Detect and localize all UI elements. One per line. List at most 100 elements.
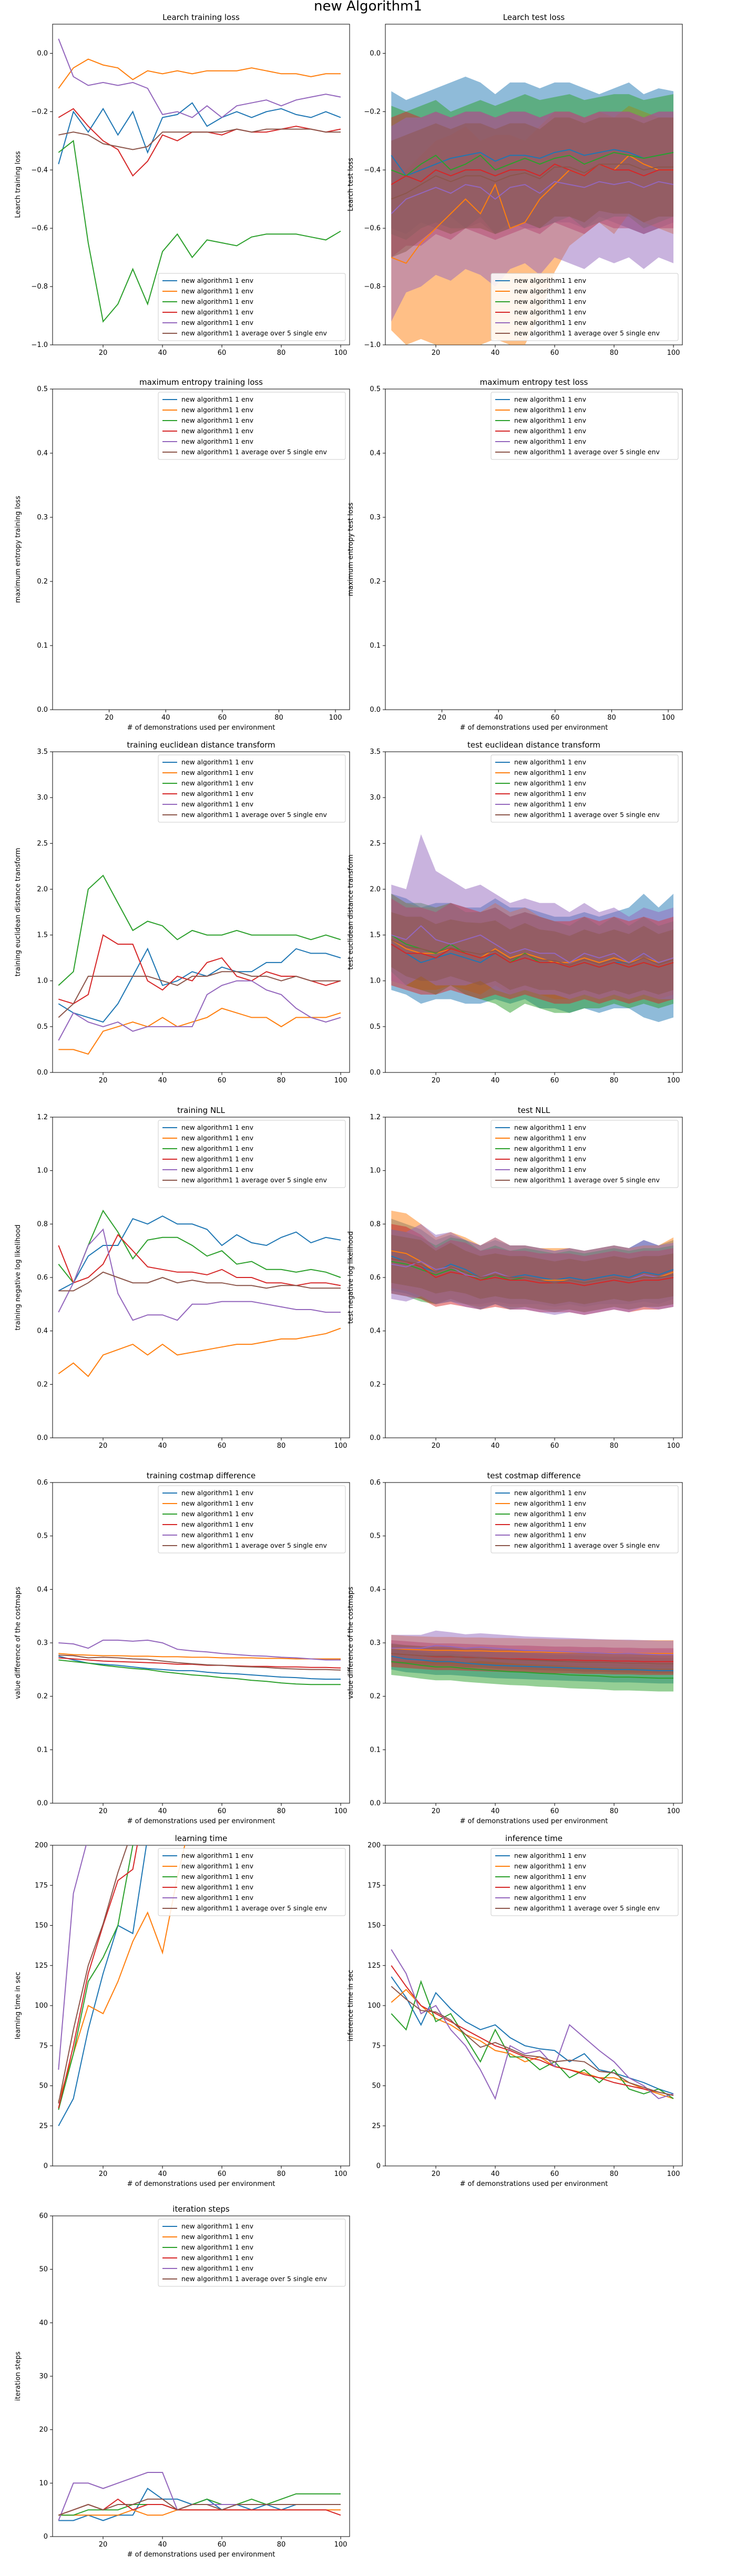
legend-entry: new algorithm1 1 env [181, 1144, 254, 1152]
x-tick-label: 100 [667, 2170, 680, 2178]
subplot-title: test costmap difference [487, 1471, 580, 1480]
y-tick-label: 0.5 [370, 1023, 381, 1031]
x-tick-label: 100 [334, 1442, 347, 1450]
y-tick-label: 0.0 [370, 1800, 381, 1807]
legend: new algorithm1 1 env new algorithm1 1 env… [158, 1848, 346, 1916]
subplot-title: training costmap difference [147, 1471, 255, 1480]
y-tick-label: 50 [372, 2082, 381, 2090]
plot-area [391, 834, 674, 1023]
series-4-line [58, 2498, 341, 2516]
x-tick-label: 60 [218, 1807, 227, 1815]
series-4-line [58, 1845, 138, 2109]
legend-entry: new algorithm1 1 env [514, 319, 587, 326]
y-tick-label: 0.5 [370, 1532, 381, 1540]
y-tick-label: 125 [367, 1962, 381, 1970]
legend-entry: new algorithm1 1 average over 5 single e… [181, 1541, 328, 1549]
series-5-line [58, 1228, 341, 1321]
y-tick-label: −1.0 [31, 341, 48, 349]
x-tick-label: 80 [277, 2170, 286, 2178]
y-tick-label: −0.6 [31, 224, 48, 232]
y-tick-label: 0.0 [37, 49, 48, 57]
y-tick-label: 60 [39, 2212, 48, 2220]
y-tick-label: 0.4 [370, 449, 381, 457]
x-tick-label: 80 [610, 1807, 619, 1815]
x-axis-label: # of demonstrations used per environment [127, 2551, 275, 2559]
x-tick-label: 80 [610, 1077, 619, 1085]
y-axis-label: maximum entropy test loss [347, 503, 355, 596]
y-tick-label: 75 [372, 2042, 381, 2050]
legend-entry: new algorithm1 1 env [514, 790, 587, 798]
x-tick-label: 20 [99, 349, 108, 357]
series-3-line [58, 1845, 134, 2110]
x-tick-label: 40 [491, 1442, 500, 1450]
y-tick-label: 75 [39, 2042, 48, 2050]
legend-entry: new algorithm1 1 env [181, 1520, 254, 1528]
legend-entry: new algorithm1 1 env [514, 287, 587, 295]
x-tick-label: 40 [491, 349, 500, 357]
subplot-title: test NLL [518, 1106, 550, 1115]
legend-entry: new algorithm1 1 env [514, 1155, 587, 1163]
legend: new algorithm1 1 env new algorithm1 1 env… [158, 1120, 346, 1188]
x-tick-label: 20 [432, 2170, 441, 2178]
axes-frame [385, 751, 683, 1073]
series-1-line [58, 1215, 341, 1292]
legend: new algorithm1 1 env new algorithm1 1 env… [158, 1485, 346, 1553]
axes-frame [52, 24, 350, 345]
y-axis-label: Learch training loss [14, 151, 22, 218]
axes-frame [385, 24, 683, 345]
x-tick-label: 40 [491, 1807, 500, 1815]
series-3-line [58, 2493, 341, 2516]
legend-box [158, 1848, 346, 1916]
series-5-line [58, 1639, 341, 1661]
y-tick-label: 1.5 [37, 932, 48, 939]
series-6-line [58, 971, 341, 1018]
series-5-line [391, 181, 674, 214]
legend-entry: new algorithm1 1 env [181, 1499, 254, 1507]
legend-box [158, 1485, 346, 1553]
legend-entry: new algorithm1 1 env [514, 1531, 587, 1539]
y-axis-label: Learch test loss [347, 158, 355, 211]
legend-entry: new algorithm1 1 env [514, 298, 587, 305]
y-tick-label: 0.0 [370, 706, 381, 714]
plot-area [391, 76, 674, 345]
x-tick-label: 100 [334, 2541, 347, 2549]
subplot-2: Learch test loss 20 40 60 80 100 −1.0 −0.8 −0.6 −… [347, 13, 683, 357]
subplot-12: inference time 20 40 60 80 100 0 25 50 75 100 125 15… [347, 1834, 683, 2188]
x-tick-label: 60 [550, 349, 559, 357]
series-6-line [58, 1271, 341, 1292]
y-tick-label: 0.3 [37, 1639, 48, 1647]
y-tick-label: 0.4 [37, 449, 48, 457]
y-tick-label: 2.0 [370, 885, 381, 893]
subplot-1: Learch training loss 20 40 60 80 100 −1.0 −0.8 −… [14, 13, 350, 357]
y-tick-label: 0.5 [37, 385, 48, 393]
series-2-line [391, 1989, 674, 2099]
y-tick-label: 0.4 [37, 1327, 48, 1335]
legend-entry: new algorithm1 1 env [181, 1123, 254, 1131]
series-3-line [391, 1661, 673, 1679]
x-tick-label: 100 [662, 714, 675, 722]
y-axis-label: learning time in sec [14, 1972, 22, 2040]
y-tick-label: 150 [35, 1922, 48, 1930]
y-axis-label: test negative log likelihood [347, 1231, 355, 1324]
subplot-5: training euclidean distance transform 20 4… [14, 740, 350, 1085]
y-tick-label: 0.2 [370, 578, 381, 586]
series-2-line [58, 58, 341, 89]
legend-entry: new algorithm1 1 env [514, 437, 587, 445]
legend: new algorithm1 1 env new algorithm1 1 env… [490, 1120, 679, 1188]
y-tick-label: 0 [44, 2533, 48, 2541]
subplot-title: test euclidean distance transform [467, 740, 600, 750]
legend-entry: new algorithm1 1 env [181, 1852, 254, 1859]
x-tick-label: 40 [158, 2541, 167, 2549]
y-tick-label: 0.5 [370, 385, 381, 393]
series-5-line [391, 925, 674, 964]
series-1-line [58, 1845, 147, 2127]
plot-area [58, 1639, 341, 1685]
y-tick-label: 0.6 [370, 1274, 381, 1282]
y-axis-label: iteration steps [14, 2352, 22, 2401]
y-tick-label: 125 [35, 1962, 48, 1970]
y-tick-label: 0.0 [370, 49, 381, 57]
series-2-line [58, 1845, 186, 2102]
series-4-line [391, 163, 673, 185]
y-tick-label: −0.4 [31, 166, 48, 174]
legend: new algorithm1 1 env new algorithm1 1 env… [158, 392, 346, 460]
